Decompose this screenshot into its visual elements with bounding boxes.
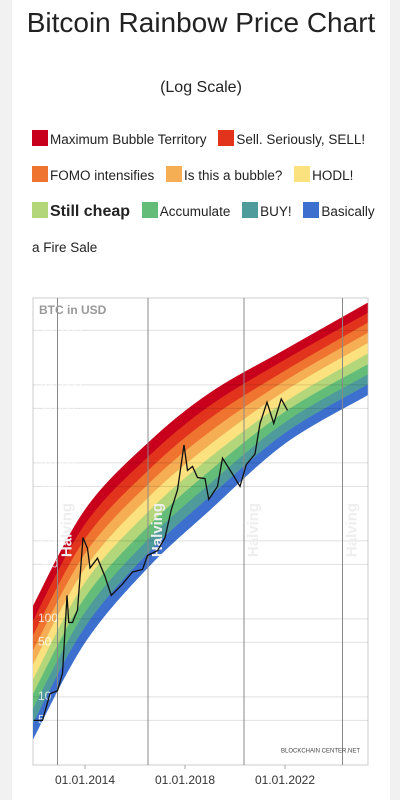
legend-item: FOMO intensifies [32, 166, 155, 183]
legend-swatch [242, 202, 259, 218]
legend-label: Maximum Bubble Territory [50, 132, 207, 147]
legend-swatch [303, 202, 320, 218]
y-tick-label: 100,000 [38, 377, 82, 391]
legend-item: Sell. Seriously, SELL! [218, 130, 366, 147]
y-tick-label: 10,000 [38, 455, 75, 469]
legend-item: Is this a bubble? [166, 166, 283, 183]
y-tick-label: 1,000 [38, 533, 68, 547]
halving-label: Halving [149, 503, 166, 557]
x-tick-label: 01.01.2018 [155, 773, 215, 787]
legend-swatch [141, 202, 158, 218]
legend-swatch [32, 202, 48, 218]
halving-label: Halving [343, 503, 360, 557]
y-tick-label: 100 [38, 611, 58, 625]
legend-label: Sell. Seriously, SELL! [236, 132, 366, 147]
y-tick-label: 5 [38, 713, 45, 727]
legend-item: Basically a Fire Sale [32, 202, 375, 255]
watermark: BLOCKCHAIN CENTER.NET [281, 749, 360, 755]
x-tick-label: 01.01.2022 [255, 773, 315, 787]
halving-label: Halving [58, 503, 75, 557]
price-line [33, 397, 289, 722]
y-tick-label: 500 [38, 557, 58, 571]
legend-item: Accumulate [141, 202, 231, 219]
legend: Maximum Bubble Territory Sell. Seriously… [32, 122, 377, 266]
legend-item: BUY! [242, 202, 292, 219]
y-tick-label: 50 [38, 635, 52, 649]
chart-title: Bitcoin Rainbow Price Chart [26, 7, 376, 38]
legend-item: Maximum Bubble Territory [32, 130, 207, 147]
chart: 510501005001,0005,00010,00050,000100,000… [32, 297, 369, 787]
y-tick-label: 5,000 [38, 479, 68, 493]
legend-label: Accumulate [159, 204, 231, 219]
legend-swatch [218, 130, 235, 146]
legend-label: FOMO intensifies [50, 168, 155, 183]
legend-label: Basically a Fire Sale [32, 204, 375, 255]
y-tick-label: 50,000 [38, 401, 75, 415]
legend-label: Is this a bubble? [184, 168, 283, 183]
legend-swatch [32, 166, 48, 182]
legend-swatch [294, 166, 311, 182]
legend-item: HODL! [294, 166, 354, 183]
legend-swatch [166, 166, 183, 182]
legend-label: BUY! [260, 204, 292, 219]
y-axis-label: BTC in USD [39, 303, 107, 317]
rainbow-band [33, 384, 368, 740]
x-tick-label: 01.01.2014 [55, 773, 115, 787]
y-tick-label: 500,000 [38, 323, 82, 337]
plot: 510501005001,0005,00010,00050,000100,000… [33, 298, 368, 765]
legend-label: Still cheap [50, 203, 131, 220]
halving-label: Halving [245, 503, 262, 557]
page: Bitcoin Rainbow Price Chart (Log Scale) … [12, 0, 390, 800]
legend-label: HODL! [312, 168, 354, 183]
legend-item: Still cheap [32, 202, 131, 220]
legend-swatch [32, 130, 48, 146]
chart-subtitle: (Log Scale) [160, 79, 242, 96]
